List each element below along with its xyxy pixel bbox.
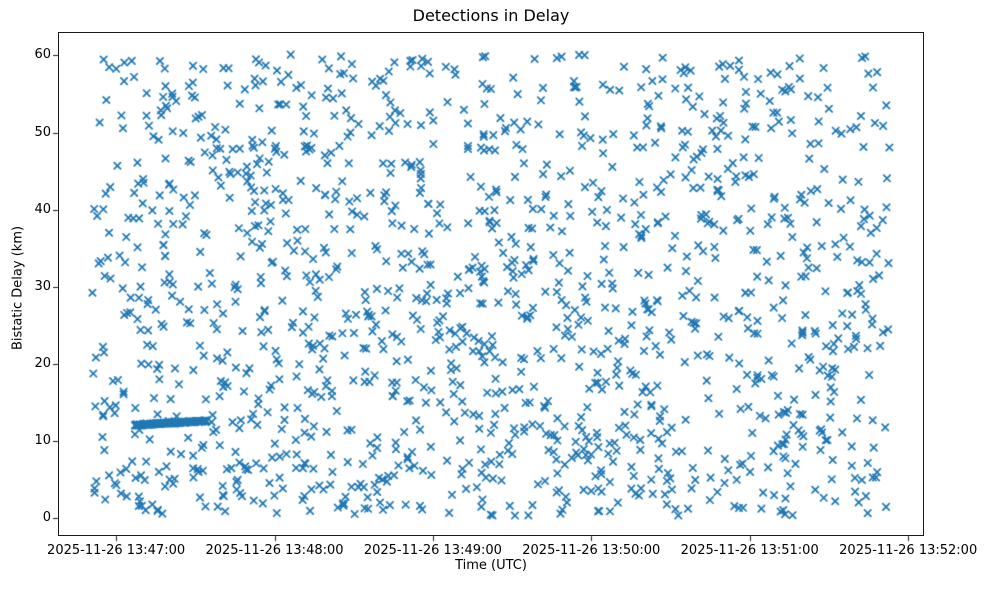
y-tick-label: 0 [42, 510, 51, 525]
y-tick-label: 20 [34, 355, 51, 371]
y-tick-label: 60 [34, 47, 51, 63]
x-tick-label: 2025-11-26 13:50:00 [522, 543, 661, 558]
x-tick-label: 2025-11-26 13:51:00 [680, 543, 819, 558]
x-axis-label: Time (UTC) [455, 558, 527, 573]
x-tick-label: 2025-11-26 13:49:00 [363, 543, 502, 558]
x-tick-label: 2025-11-26 13:52:00 [839, 543, 978, 558]
x-tick-label: 2025-11-26 13:48:00 [205, 543, 344, 558]
y-tick-label: 10 [34, 432, 51, 448]
chart-title: Detections in Delay [412, 6, 570, 25]
y-tick-label: 50 [34, 124, 51, 140]
y-tick-label: 40 [34, 201, 51, 217]
x-tick-label: 2025-11-26 13:47:00 [47, 543, 186, 558]
y-tick-label: 30 [34, 278, 51, 294]
